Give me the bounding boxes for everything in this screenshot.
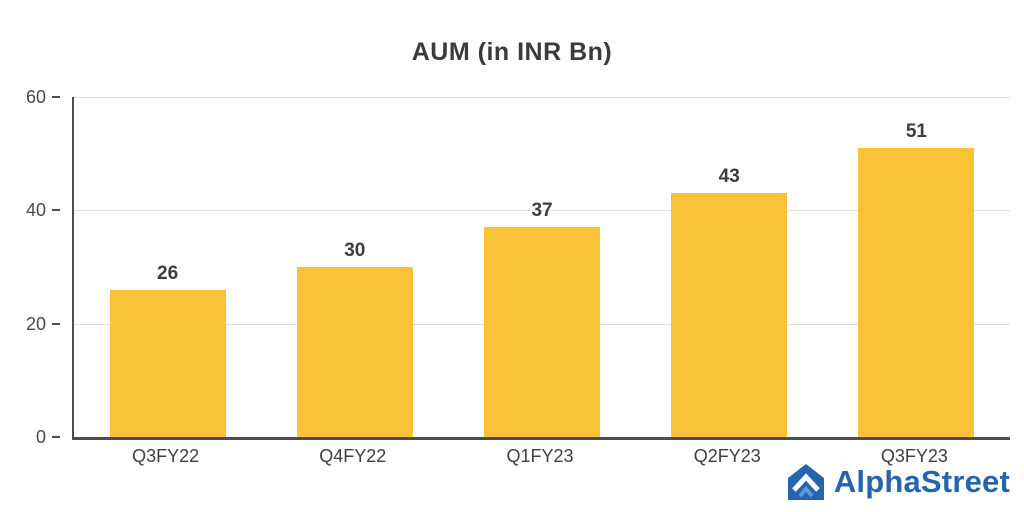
bar	[858, 148, 975, 437]
bars-row: 26 30 37 43 51	[74, 97, 1010, 437]
alphastreet-logo-icon	[786, 462, 826, 502]
alphastreet-logo-text: AlphaStreet	[833, 464, 1010, 499]
bar-value-label: 43	[718, 166, 740, 188]
y-tick-mark	[52, 322, 60, 325]
bar-slot: 37	[448, 97, 635, 437]
bar	[109, 289, 226, 437]
gridline	[74, 210, 1010, 212]
bar-slot: 51	[823, 97, 1010, 437]
bar	[483, 227, 601, 437]
x-tick-label: Q4FY22	[319, 446, 387, 466]
bar	[671, 193, 788, 437]
gridline	[74, 97, 1010, 98]
x-axis: Q3FY22 Q4FY22 Q1FY23 Q2FY23 Q3FY23	[72, 446, 1008, 467]
x-tick-label: Q3FY22	[132, 446, 200, 466]
y-tick-label: 0	[35, 427, 46, 447]
plot-area: 26 30 37 43 51	[72, 97, 1010, 440]
alphastreet-logo: AlphaStreet	[786, 462, 1010, 502]
bar-slot: 30	[261, 97, 448, 437]
y-tick-mark	[52, 436, 60, 438]
y-tick-label: 20	[25, 313, 46, 334]
y-axis: 0 20 40 60	[0, 88, 60, 446]
bar-value-label: 26	[157, 262, 179, 284]
y-tick-label: 40	[25, 200, 46, 221]
chart-title: AUM (in INR Bn)	[411, 38, 613, 66]
y-tick-mark	[52, 96, 60, 98]
x-tick-label: Q2FY23	[693, 446, 761, 466]
bar-value-label: 30	[344, 240, 366, 261]
bar-slot: 26	[74, 97, 261, 437]
x-tick-label: Q1FY23	[506, 446, 574, 466]
bar-value-label: 51	[905, 121, 927, 142]
bar-value-label: 37	[531, 200, 553, 222]
y-tick-mark	[52, 209, 60, 212]
bar-slot: 43	[636, 97, 823, 437]
y-tick-label: 60	[25, 87, 46, 107]
x-tick-label: Q3FY23	[880, 446, 948, 466]
bar	[296, 267, 413, 437]
